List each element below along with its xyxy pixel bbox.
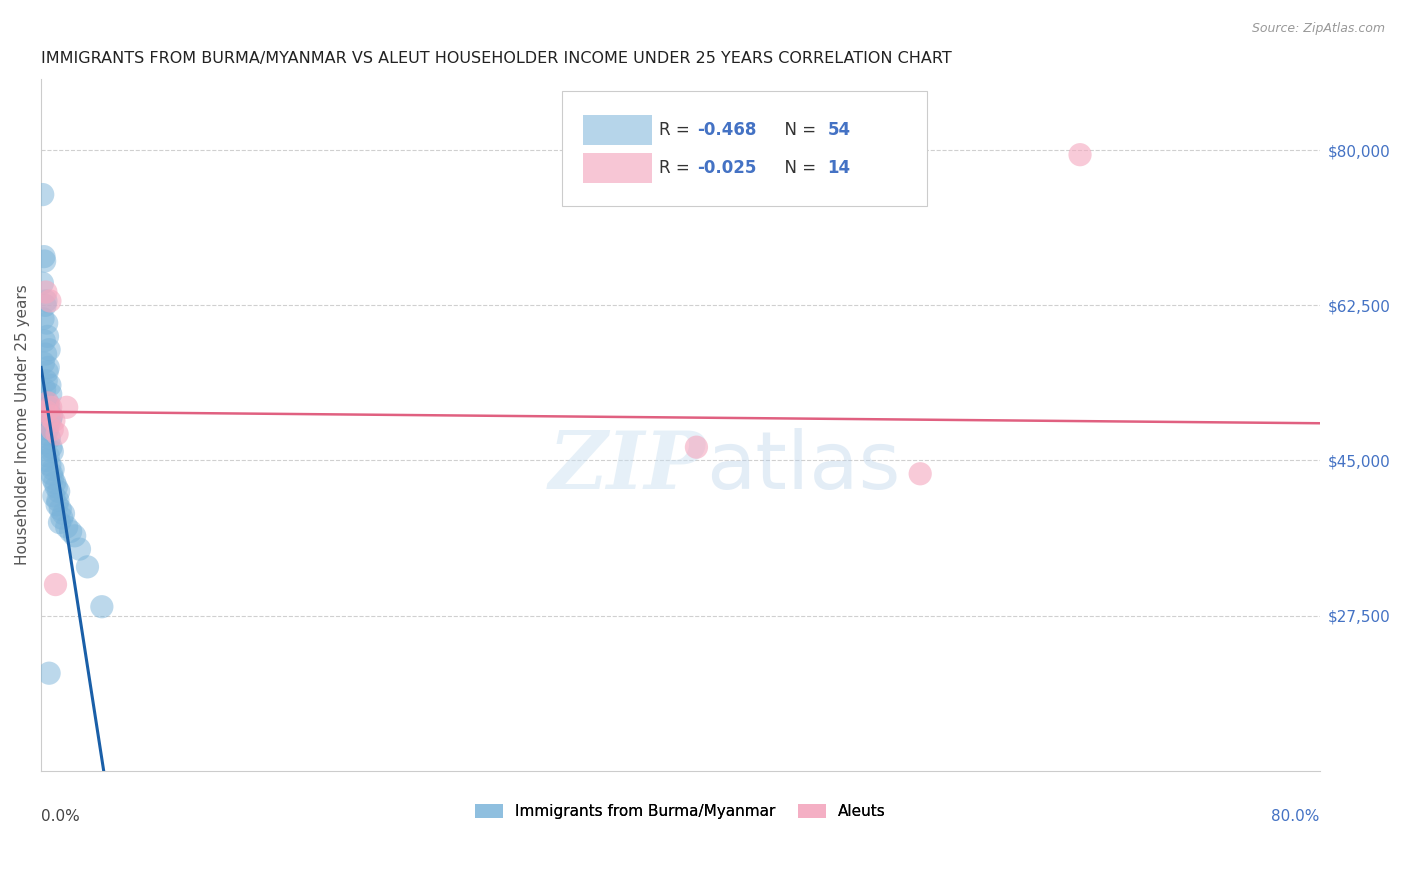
Point: [35, 293, 58, 308]
Point: [49, 502, 72, 516]
Point: [37, 365, 59, 379]
Point: [38, 401, 60, 415]
Legend: Immigrants from Burma/Myanmar, Aleuts: Immigrants from Burma/Myanmar, Aleuts: [470, 798, 891, 825]
Point: [37, 360, 59, 375]
Text: R =: R =: [659, 159, 695, 177]
Point: [46, 426, 69, 441]
Point: [37, 449, 59, 463]
Point: [42, 489, 65, 503]
Point: [63, 529, 86, 543]
Point: [38, 293, 60, 308]
Text: N =: N =: [773, 159, 821, 177]
Point: [34, 334, 56, 348]
Point: [55, 520, 77, 534]
Point: [41, 422, 63, 436]
Point: [35, 426, 58, 441]
Point: [69, 542, 91, 557]
Point: [38, 458, 60, 472]
Point: [41, 409, 63, 424]
Point: [55, 401, 77, 415]
Point: [41, 467, 63, 481]
Point: [38, 378, 60, 392]
Point: [46, 498, 69, 512]
Point: [35, 316, 58, 330]
Point: [42, 462, 65, 476]
Point: [48, 516, 70, 530]
Point: [1069, 147, 1091, 161]
Point: [37, 422, 59, 436]
Text: R =: R =: [659, 120, 695, 139]
Point: [90, 599, 112, 614]
Point: [59, 524, 82, 539]
Text: -0.468: -0.468: [697, 120, 756, 139]
Point: [32, 356, 55, 370]
Point: [51, 511, 73, 525]
Point: [52, 507, 75, 521]
Point: [35, 453, 58, 467]
Point: [39, 440, 62, 454]
Text: 0.0%: 0.0%: [41, 809, 80, 823]
Point: [34, 254, 56, 268]
FancyBboxPatch shape: [561, 91, 927, 206]
Point: [44, 577, 66, 591]
Point: [34, 347, 56, 361]
Point: [44, 475, 66, 490]
Point: [34, 435, 56, 450]
Text: N =: N =: [773, 120, 821, 139]
Point: [34, 298, 56, 312]
Text: atlas: atlas: [706, 427, 900, 506]
Point: [37, 329, 59, 343]
FancyBboxPatch shape: [583, 153, 652, 183]
Point: [35, 405, 58, 419]
Point: [48, 484, 70, 499]
Text: 54: 54: [828, 120, 851, 139]
Point: [46, 493, 69, 508]
Point: [32, 250, 55, 264]
Point: [76, 559, 98, 574]
FancyBboxPatch shape: [583, 114, 652, 145]
Point: [31, 187, 53, 202]
Point: [908, 467, 931, 481]
Text: Source: ZipAtlas.com: Source: ZipAtlas.com: [1251, 22, 1385, 36]
Point: [35, 285, 58, 299]
Point: [37, 396, 59, 410]
Point: [32, 417, 55, 432]
Text: 14: 14: [828, 159, 851, 177]
Text: ZIP: ZIP: [550, 428, 706, 505]
Point: [39, 387, 62, 401]
Point: [39, 414, 62, 428]
Point: [42, 414, 65, 428]
Point: [35, 374, 58, 388]
Point: [41, 444, 63, 458]
Point: [34, 383, 56, 397]
Point: [45, 480, 67, 494]
Point: [37, 396, 59, 410]
Point: [31, 276, 53, 290]
Point: [39, 401, 62, 415]
Point: [38, 666, 60, 681]
Text: IMMIGRANTS FROM BURMA/MYANMAR VS ALEUT HOUSEHOLDER INCOME UNDER 25 YEARS CORRELA: IMMIGRANTS FROM BURMA/MYANMAR VS ALEUT H…: [41, 51, 952, 66]
Point: [32, 311, 55, 326]
Y-axis label: Householder Income Under 25 years: Householder Income Under 25 years: [15, 285, 30, 566]
Point: [41, 471, 63, 485]
Point: [38, 431, 60, 445]
Text: 80.0%: 80.0%: [1271, 809, 1320, 823]
Point: [685, 440, 707, 454]
Text: -0.025: -0.025: [697, 159, 756, 177]
Point: [38, 343, 60, 357]
Point: [35, 405, 58, 419]
Point: [38, 409, 60, 424]
